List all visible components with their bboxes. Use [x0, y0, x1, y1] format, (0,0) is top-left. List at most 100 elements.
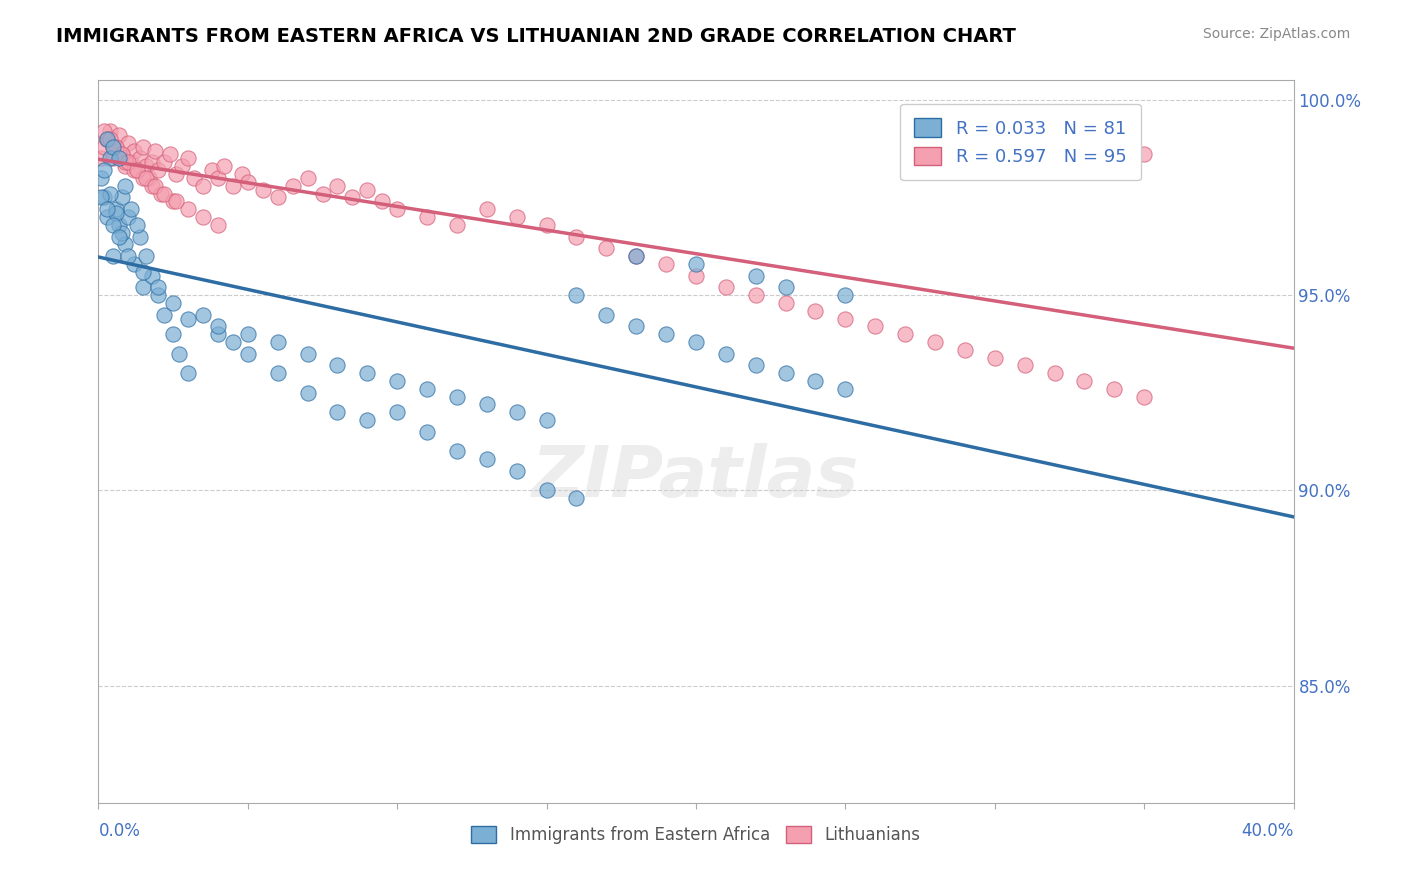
Point [626, 249, 648, 263]
Point [297, 346, 319, 360]
Point [356, 366, 378, 380]
Point [506, 405, 529, 419]
Point [342, 190, 364, 204]
Point [385, 374, 409, 388]
Point [108, 218, 131, 232]
Point [446, 390, 468, 404]
Point [1043, 366, 1066, 380]
Point [108, 128, 131, 142]
Point [236, 327, 259, 342]
Point [416, 382, 439, 396]
Point [105, 206, 128, 220]
Point [626, 249, 648, 263]
Point [416, 425, 439, 439]
Point [655, 257, 678, 271]
Point [162, 296, 184, 310]
Point [114, 159, 136, 173]
Point [148, 280, 170, 294]
Point [138, 170, 160, 185]
Point [371, 194, 394, 209]
Point [93, 190, 115, 204]
Point [177, 366, 200, 380]
Point [356, 183, 378, 197]
Point [506, 210, 529, 224]
Point [745, 288, 768, 302]
Point [267, 366, 290, 380]
Point [191, 210, 214, 224]
Point [446, 218, 468, 232]
Point [162, 327, 184, 342]
Point [117, 155, 139, 169]
Point [191, 308, 214, 322]
Point [153, 308, 176, 322]
Point [98, 186, 122, 201]
Point [326, 359, 349, 373]
Point [165, 167, 187, 181]
Point [141, 178, 163, 193]
Point [595, 241, 617, 255]
Point [103, 218, 125, 232]
Point [132, 139, 155, 153]
Point [108, 152, 131, 166]
Point [953, 343, 976, 357]
Point [93, 139, 115, 153]
Point [207, 170, 229, 185]
Point [536, 413, 558, 427]
Point [356, 413, 378, 427]
Point [177, 202, 200, 216]
Point [536, 218, 558, 232]
Point [129, 229, 152, 244]
Point [326, 405, 349, 419]
Point [565, 229, 588, 244]
Point [207, 218, 229, 232]
Point [177, 311, 200, 326]
Point [565, 491, 588, 505]
Point [105, 202, 128, 216]
Point [96, 132, 118, 146]
Point [685, 334, 707, 349]
Point [117, 249, 139, 263]
Point [775, 296, 797, 310]
Point [714, 280, 737, 294]
Point [207, 327, 229, 342]
Point [150, 186, 173, 201]
Point [506, 464, 529, 478]
Point [177, 152, 200, 166]
Point [98, 132, 122, 146]
Point [804, 303, 827, 318]
Point [153, 155, 176, 169]
Text: ZIPatlas: ZIPatlas [533, 443, 859, 512]
Point [267, 334, 290, 349]
Point [183, 170, 205, 185]
Point [111, 190, 134, 204]
Point [111, 147, 134, 161]
Point [96, 132, 118, 146]
Point [114, 155, 136, 169]
Point [141, 268, 163, 283]
Point [132, 170, 155, 185]
Text: Source: ZipAtlas.com: Source: ZipAtlas.com [1202, 27, 1350, 41]
Point [90, 190, 112, 204]
Point [129, 152, 152, 166]
Point [236, 175, 259, 189]
Point [595, 308, 617, 322]
Point [775, 366, 797, 380]
Point [834, 382, 856, 396]
Point [120, 155, 142, 169]
Point [236, 346, 259, 360]
Legend: Immigrants from Eastern Africa, Lithuanians: Immigrants from Eastern Africa, Lithuani… [463, 817, 929, 852]
Point [1133, 147, 1156, 161]
Point [96, 132, 118, 146]
Point [167, 346, 190, 360]
Point [385, 202, 409, 216]
Point [416, 210, 439, 224]
Point [111, 147, 134, 161]
Point [143, 144, 166, 158]
Point [96, 202, 118, 216]
Point [714, 346, 737, 360]
Point [103, 139, 125, 153]
Point [267, 190, 290, 204]
Point [775, 280, 797, 294]
Point [148, 163, 170, 178]
Point [385, 405, 409, 419]
